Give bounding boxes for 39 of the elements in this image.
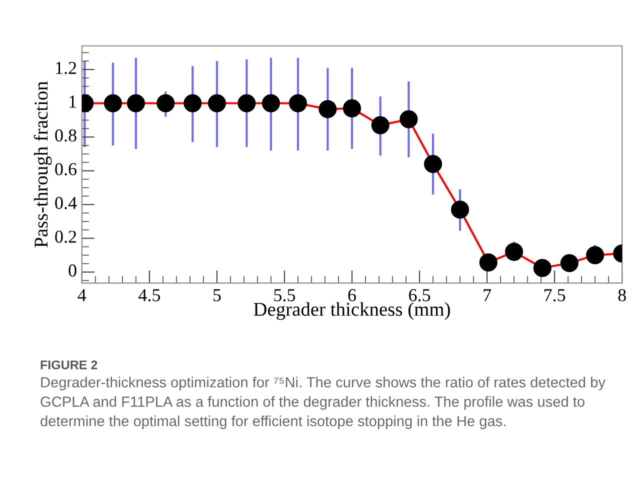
y-tick-label: 0	[68, 264, 76, 277]
point	[400, 110, 418, 128]
y-tick-label: 1.2	[56, 62, 76, 74]
point	[533, 258, 552, 278]
point	[318, 100, 337, 118]
y-tick-label: 0.4	[55, 196, 77, 210]
x-tick-label: 7.5	[544, 289, 566, 302]
y-tick-label: 1	[70, 96, 76, 108]
point	[184, 94, 202, 112]
point	[371, 116, 390, 134]
x-tick-label: 4.5	[138, 289, 160, 302]
point	[288, 94, 308, 112]
x-tick-label: 6.5	[409, 289, 430, 302]
point	[126, 94, 145, 112]
point	[560, 254, 578, 272]
caption: FIGURE 2	[40, 360, 98, 370]
x-tick-label: 7	[484, 289, 492, 302]
x-tick-label: 8	[618, 289, 626, 302]
text: Degrader-thickness optimization for ⁷⁵Ni. The curve shows the ratio of rates detected by GCPLA and F11PLA as a function of the degrader thickness. The profile was used to determine the optimal setting for efficient isotope stopping in the He gas.	[40, 376, 606, 430]
y-tick-label: 0.8	[55, 129, 76, 142]
y-axis-title: Pass-through fraction	[34, 81, 52, 248]
point	[208, 94, 226, 112]
point	[424, 155, 442, 174]
x-axis-title: Degrader thickness (mm)	[254, 302, 450, 320]
point	[156, 94, 175, 112]
point	[262, 94, 280, 112]
point	[342, 99, 362, 118]
point	[451, 200, 470, 219]
x-tick-label: 4	[78, 289, 86, 302]
point	[505, 242, 524, 261]
x-tick-label: 5	[213, 289, 221, 302]
y-tick-label: 0.2	[55, 230, 76, 243]
x-tick-label: 5.5	[274, 289, 296, 302]
point	[238, 94, 256, 112]
x-tick-label: 6	[348, 289, 356, 302]
point	[104, 94, 122, 112]
point	[479, 253, 498, 272]
point	[586, 246, 604, 264]
y-tick-label: 0.6	[55, 163, 77, 176]
